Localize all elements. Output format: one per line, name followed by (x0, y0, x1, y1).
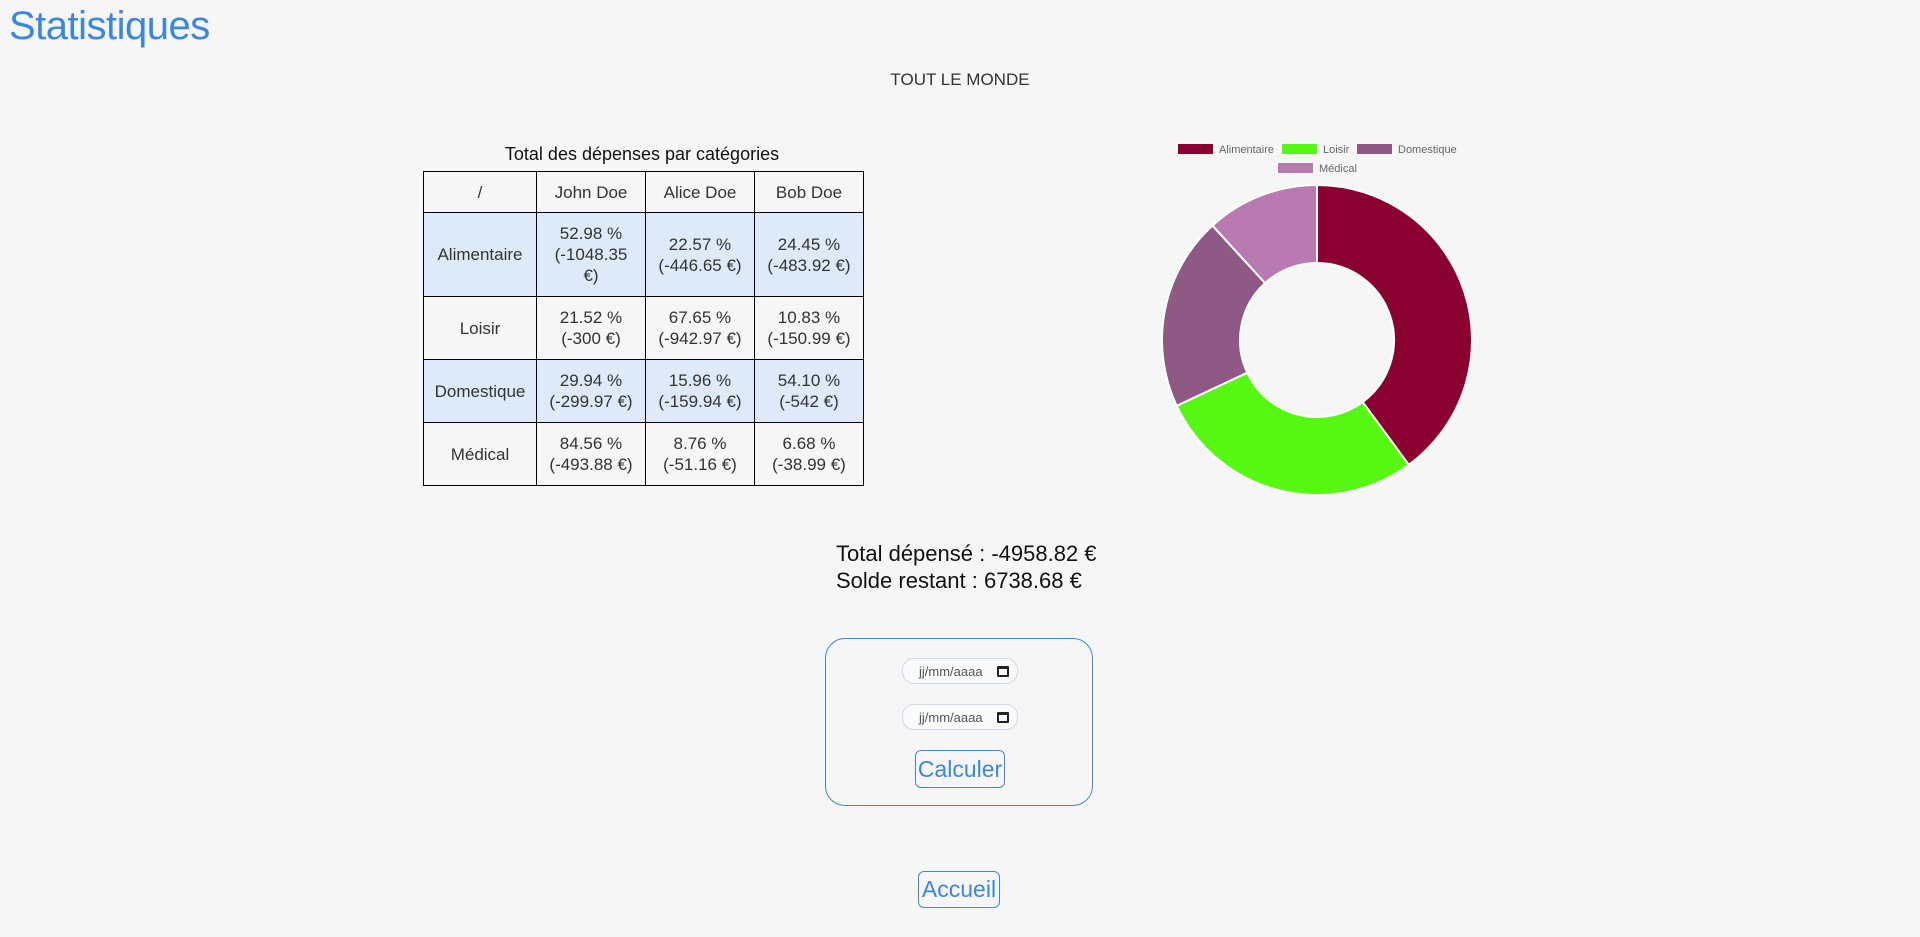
start-date-input[interactable]: jj/mm/aaaa (902, 658, 1018, 684)
column-header-john: John Doe (536, 171, 646, 213)
row-category: Loisir (423, 296, 537, 360)
cell-percent: 21.52 % (559, 308, 623, 327)
legend-item[interactable]: Médical (1278, 163, 1357, 175)
row-category: Domestique (423, 359, 537, 423)
cell-percent: 22.57 % (668, 234, 732, 254)
table-caption: Total des dépenses par catégories (504, 144, 780, 164)
table-header-row: / John Doe Alice Doe Bob Doe (423, 171, 864, 213)
date-range-form: jj/mm/aaaa jj/mm/aaaa Calculer (825, 638, 1093, 806)
cell-percent: 8.76 % (673, 434, 727, 453)
legend-item[interactable]: Loisir (1282, 144, 1349, 156)
table-cell: 21.52 % (-300 €) (536, 296, 646, 360)
table-cell: 84.56 % (-493.88 €) (536, 422, 646, 486)
legend-swatch (1357, 144, 1392, 154)
doughnut-slice-loisir[interactable] (1175, 371, 1411, 496)
cell-amount: (-942.97 €) (658, 329, 742, 348)
table-row: Médical 84.56 % (-493.88 €) 8.76 % (-51.16… (423, 422, 864, 486)
table-cell: 52.98 % (-1048.35 €) (536, 212, 646, 297)
row-category: Médical (423, 422, 537, 486)
cell-amount: (-542 €) (779, 392, 839, 411)
expenses-table: / John Doe Alice Doe Bob Doe Alimentaire… (423, 171, 864, 486)
cell-percent: 24.45 % (777, 234, 841, 254)
remaining-balance: Solde restant : 6738.68 € (836, 568, 1082, 593)
table-cell: 10.83 % (-150.99 €) (754, 296, 864, 360)
home-button[interactable]: Accueil (918, 871, 1000, 908)
table-corner-header: / (423, 171, 537, 213)
calendar-icon[interactable] (997, 711, 1009, 723)
doughnut-slice-domestique[interactable] (1161, 224, 1267, 408)
table-cell: 54.10 % (-542 €) (754, 359, 864, 423)
end-date-placeholder: jj/mm/aaaa (919, 709, 983, 725)
table-cell: 22.57 % (-446.65 €) (645, 212, 755, 297)
totals-block: Total dépensé : -4958.82 € Solde restant… (836, 540, 1097, 594)
table-row: Loisir 21.52 % (-300 €) 67.65 % (-942.97 €… (423, 296, 864, 360)
total-spent: Total dépensé : -4958.82 € (836, 541, 1097, 566)
calendar-icon[interactable] (997, 665, 1009, 677)
table-cell: 8.76 % (-51.16 €) (645, 422, 755, 486)
column-header-bob: Bob Doe (754, 171, 864, 213)
table-row: Alimentaire 52.98 % (-1048.35 €) 22.57 %(… (423, 212, 864, 297)
cell-percent: 6.68 % (782, 434, 836, 453)
table-cell: 15.96 % (-159.94 €) (645, 359, 755, 423)
cell-amount: (-493.88 €) (549, 455, 633, 474)
cell-amount: (-150.99 €) (767, 329, 851, 348)
cell-percent: 10.83 % (777, 308, 841, 327)
legend-label: Alimentaire (1219, 144, 1275, 156)
start-date-placeholder: jj/mm/aaaa (919, 663, 983, 679)
doughnut-slice-médical[interactable] (1211, 183, 1318, 285)
cell-percent: 84.56 % (559, 434, 623, 453)
cell-amount: (-38.99 €) (772, 455, 846, 474)
cell-amount: (-1048.35 €) (554, 245, 628, 285)
legend-item[interactable]: Domestique (1357, 144, 1457, 156)
column-header-alice: Alice Doe (645, 171, 755, 213)
doughnut-slice-alimentaire[interactable] (1316, 183, 1473, 467)
doughnut-svg (1161, 183, 1473, 496)
cell-amount: (-483.92 €) (767, 255, 851, 275)
cell-percent: 15.96 % (668, 371, 732, 390)
cell-percent: 29.94 % (559, 371, 623, 390)
table-cell: 67.65 % (-942.97 €) (645, 296, 755, 360)
cell-amount: (-300 €) (561, 329, 621, 348)
doughnut-chart: Alimentaire Loisir Domestique Médical (1140, 136, 1500, 506)
cell-percent: 67.65 % (668, 308, 732, 327)
legend-label: Domestique (1398, 144, 1457, 156)
legend-label: Médical (1319, 163, 1357, 175)
table-cell: 29.94 % (-299.97 €) (536, 359, 646, 423)
row-category: Alimentaire (423, 212, 537, 297)
table-cell: 6.68 % (-38.99 €) (754, 422, 864, 486)
end-date-input[interactable]: jj/mm/aaaa (902, 704, 1018, 730)
page-subtitle: TOUT LE MONDE (890, 70, 1030, 89)
cell-amount: (-446.65 €) (658, 255, 742, 275)
legend-swatch (1282, 144, 1317, 154)
table-row: Domestique 29.94 % (-299.97 €) 15.96 % (-1… (423, 359, 864, 423)
cell-amount: (-299.97 €) (549, 392, 633, 411)
table-cell: 24.45 % (-483.92 €) (754, 212, 864, 297)
page-title: Statistiques (9, 4, 210, 48)
cell-percent: 54.10 % (777, 371, 841, 390)
legend-label: Loisir (1323, 144, 1350, 156)
legend-swatch (1178, 144, 1213, 154)
cell-amount: (-159.94 €) (658, 392, 742, 411)
cell-percent: 52.98 % (559, 224, 623, 243)
cell-amount: (-51.16 €) (663, 455, 737, 474)
legend-swatch (1278, 163, 1313, 173)
calculate-button[interactable]: Calculer (915, 750, 1005, 788)
legend-item[interactable]: Alimentaire (1178, 144, 1274, 156)
